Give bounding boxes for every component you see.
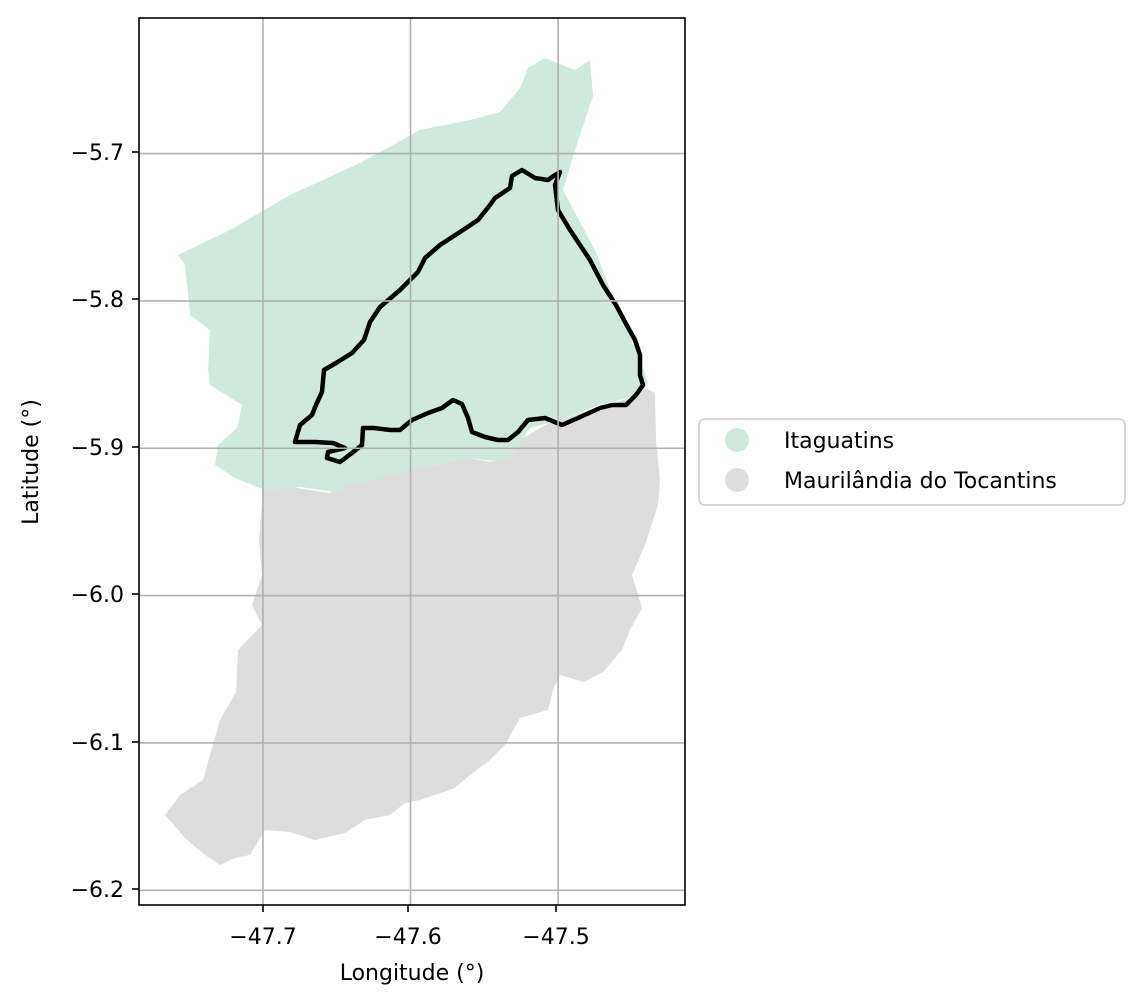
y-tick-label: −6.0 [71,583,124,608]
region-maurilandia-do-tocantins[interactable] [165,388,660,865]
gridlines [139,18,685,905]
y-tick-label: −5.9 [71,436,124,461]
legend-marker-itaguatins [725,428,749,452]
legend-label-maurilandia-do-tocantins: Maurilândia do Tocantins [784,469,1057,494]
x-tick-label: −47.6 [374,925,441,950]
legend-box [698,418,1126,506]
x-axis-label: Longitude (°) [340,961,485,986]
x-tick-label: −47.5 [522,925,589,950]
y-tick-label: −5.8 [71,288,124,313]
legend-marker-maurilandia-do-tocantins [725,468,749,492]
y-tick-label: −5.7 [71,141,124,166]
axes-frame [138,17,686,906]
y-axis: −5.7 −5.8 −5.9 −6.0 −6.1 −6.2 Latitude (… [19,141,139,903]
y-tick-label: −6.2 [71,878,124,903]
x-axis: −47.7 −47.6 −47.5 Longitude (°) [229,905,590,986]
legend: Itaguatins Maurilândia do Tocantins [698,418,1126,506]
y-tick-label: −6.1 [71,731,124,756]
y-axis-label: Latitude (°) [19,399,44,525]
map-layer [165,58,660,865]
x-tick-label: −47.7 [229,925,296,950]
outline-boundary [292,167,646,465]
legend-label-itaguatins: Itaguatins [784,429,894,454]
